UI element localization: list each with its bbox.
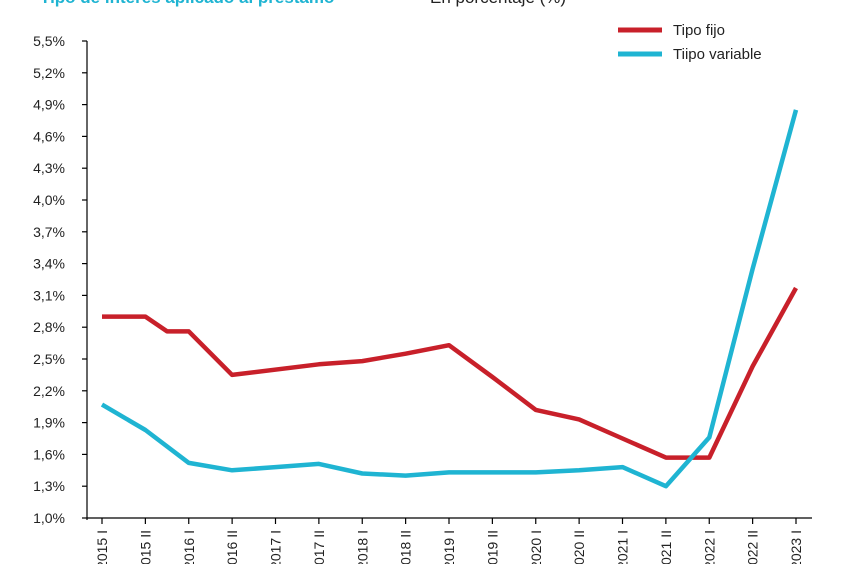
x-tick-label: 2022 II xyxy=(745,530,761,564)
series-line-tipo-variable xyxy=(100,109,799,489)
series-line-tipo-fijo xyxy=(102,286,798,460)
legend-label: Tiipo variable xyxy=(673,46,762,63)
legend-label: Tipo fijo xyxy=(673,22,725,39)
series-lines xyxy=(100,109,799,489)
y-tick-label: 4,9% xyxy=(33,97,65,113)
y-tick-label: 4,0% xyxy=(33,192,65,208)
y-tick-label: 2,8% xyxy=(33,319,65,335)
y-tick-label: 4,3% xyxy=(33,160,65,176)
y-tick-label: 5,2% xyxy=(33,65,65,81)
y-tick-label: 1,9% xyxy=(33,415,65,431)
x-tick-label: 2017 I xyxy=(268,530,284,564)
x-tick-label: 2021 I xyxy=(615,530,631,564)
y-tick-label: 1,0% xyxy=(33,510,65,526)
x-tick-label: 2015 I xyxy=(94,530,110,564)
y-tick-label: 1,3% xyxy=(33,478,65,494)
y-tick-label: 2,2% xyxy=(33,383,65,399)
y-tick-label: 5,5% xyxy=(33,33,65,49)
x-tick-label: 2017 II xyxy=(311,530,327,564)
chart-title: Tipo de interés aplicado al préstamo xyxy=(40,0,334,8)
x-tick-label: 2019 I xyxy=(441,530,457,564)
x-tick-label: 2019 II xyxy=(484,530,500,564)
x-tick-label: 2015 II xyxy=(137,530,153,564)
legend: Tipo fijo Tiipo variable xyxy=(618,22,762,63)
y-tick-label: 4,6% xyxy=(33,128,65,144)
x-tick-label: 2016 I xyxy=(181,530,197,564)
y-tick-label: 3,7% xyxy=(33,224,65,240)
x-tick-label: 2018 II xyxy=(398,530,414,564)
x-tick-label: 2022 I xyxy=(701,530,717,564)
y-tick-label: 1,6% xyxy=(33,446,65,462)
y-tick-label: 2,5% xyxy=(33,351,65,367)
x-axis: 2015 I 2015 II 2016 I 2016 II 2017 I 2017 II 2… xyxy=(87,517,812,564)
x-tick-label: 2020 II xyxy=(571,530,587,564)
y-tick-label: 3,4% xyxy=(33,256,65,272)
y-axis: 1,0% 1,3% 1,6% 1,9% 2,2% 2,5% 2,8% 3,1% 3,4% 3,7%… xyxy=(33,33,88,526)
chart-subtitle: En porcentaje (%) xyxy=(430,0,566,8)
x-tick-label: 2016 II xyxy=(224,530,240,564)
x-tick-label: 2021 II xyxy=(658,530,674,564)
x-tick-label: 2020 I xyxy=(528,530,544,564)
x-tick-label: 2018 I xyxy=(354,530,370,564)
y-tick-label: 3,1% xyxy=(33,287,65,303)
x-tick-label: 2023 I xyxy=(788,530,804,564)
